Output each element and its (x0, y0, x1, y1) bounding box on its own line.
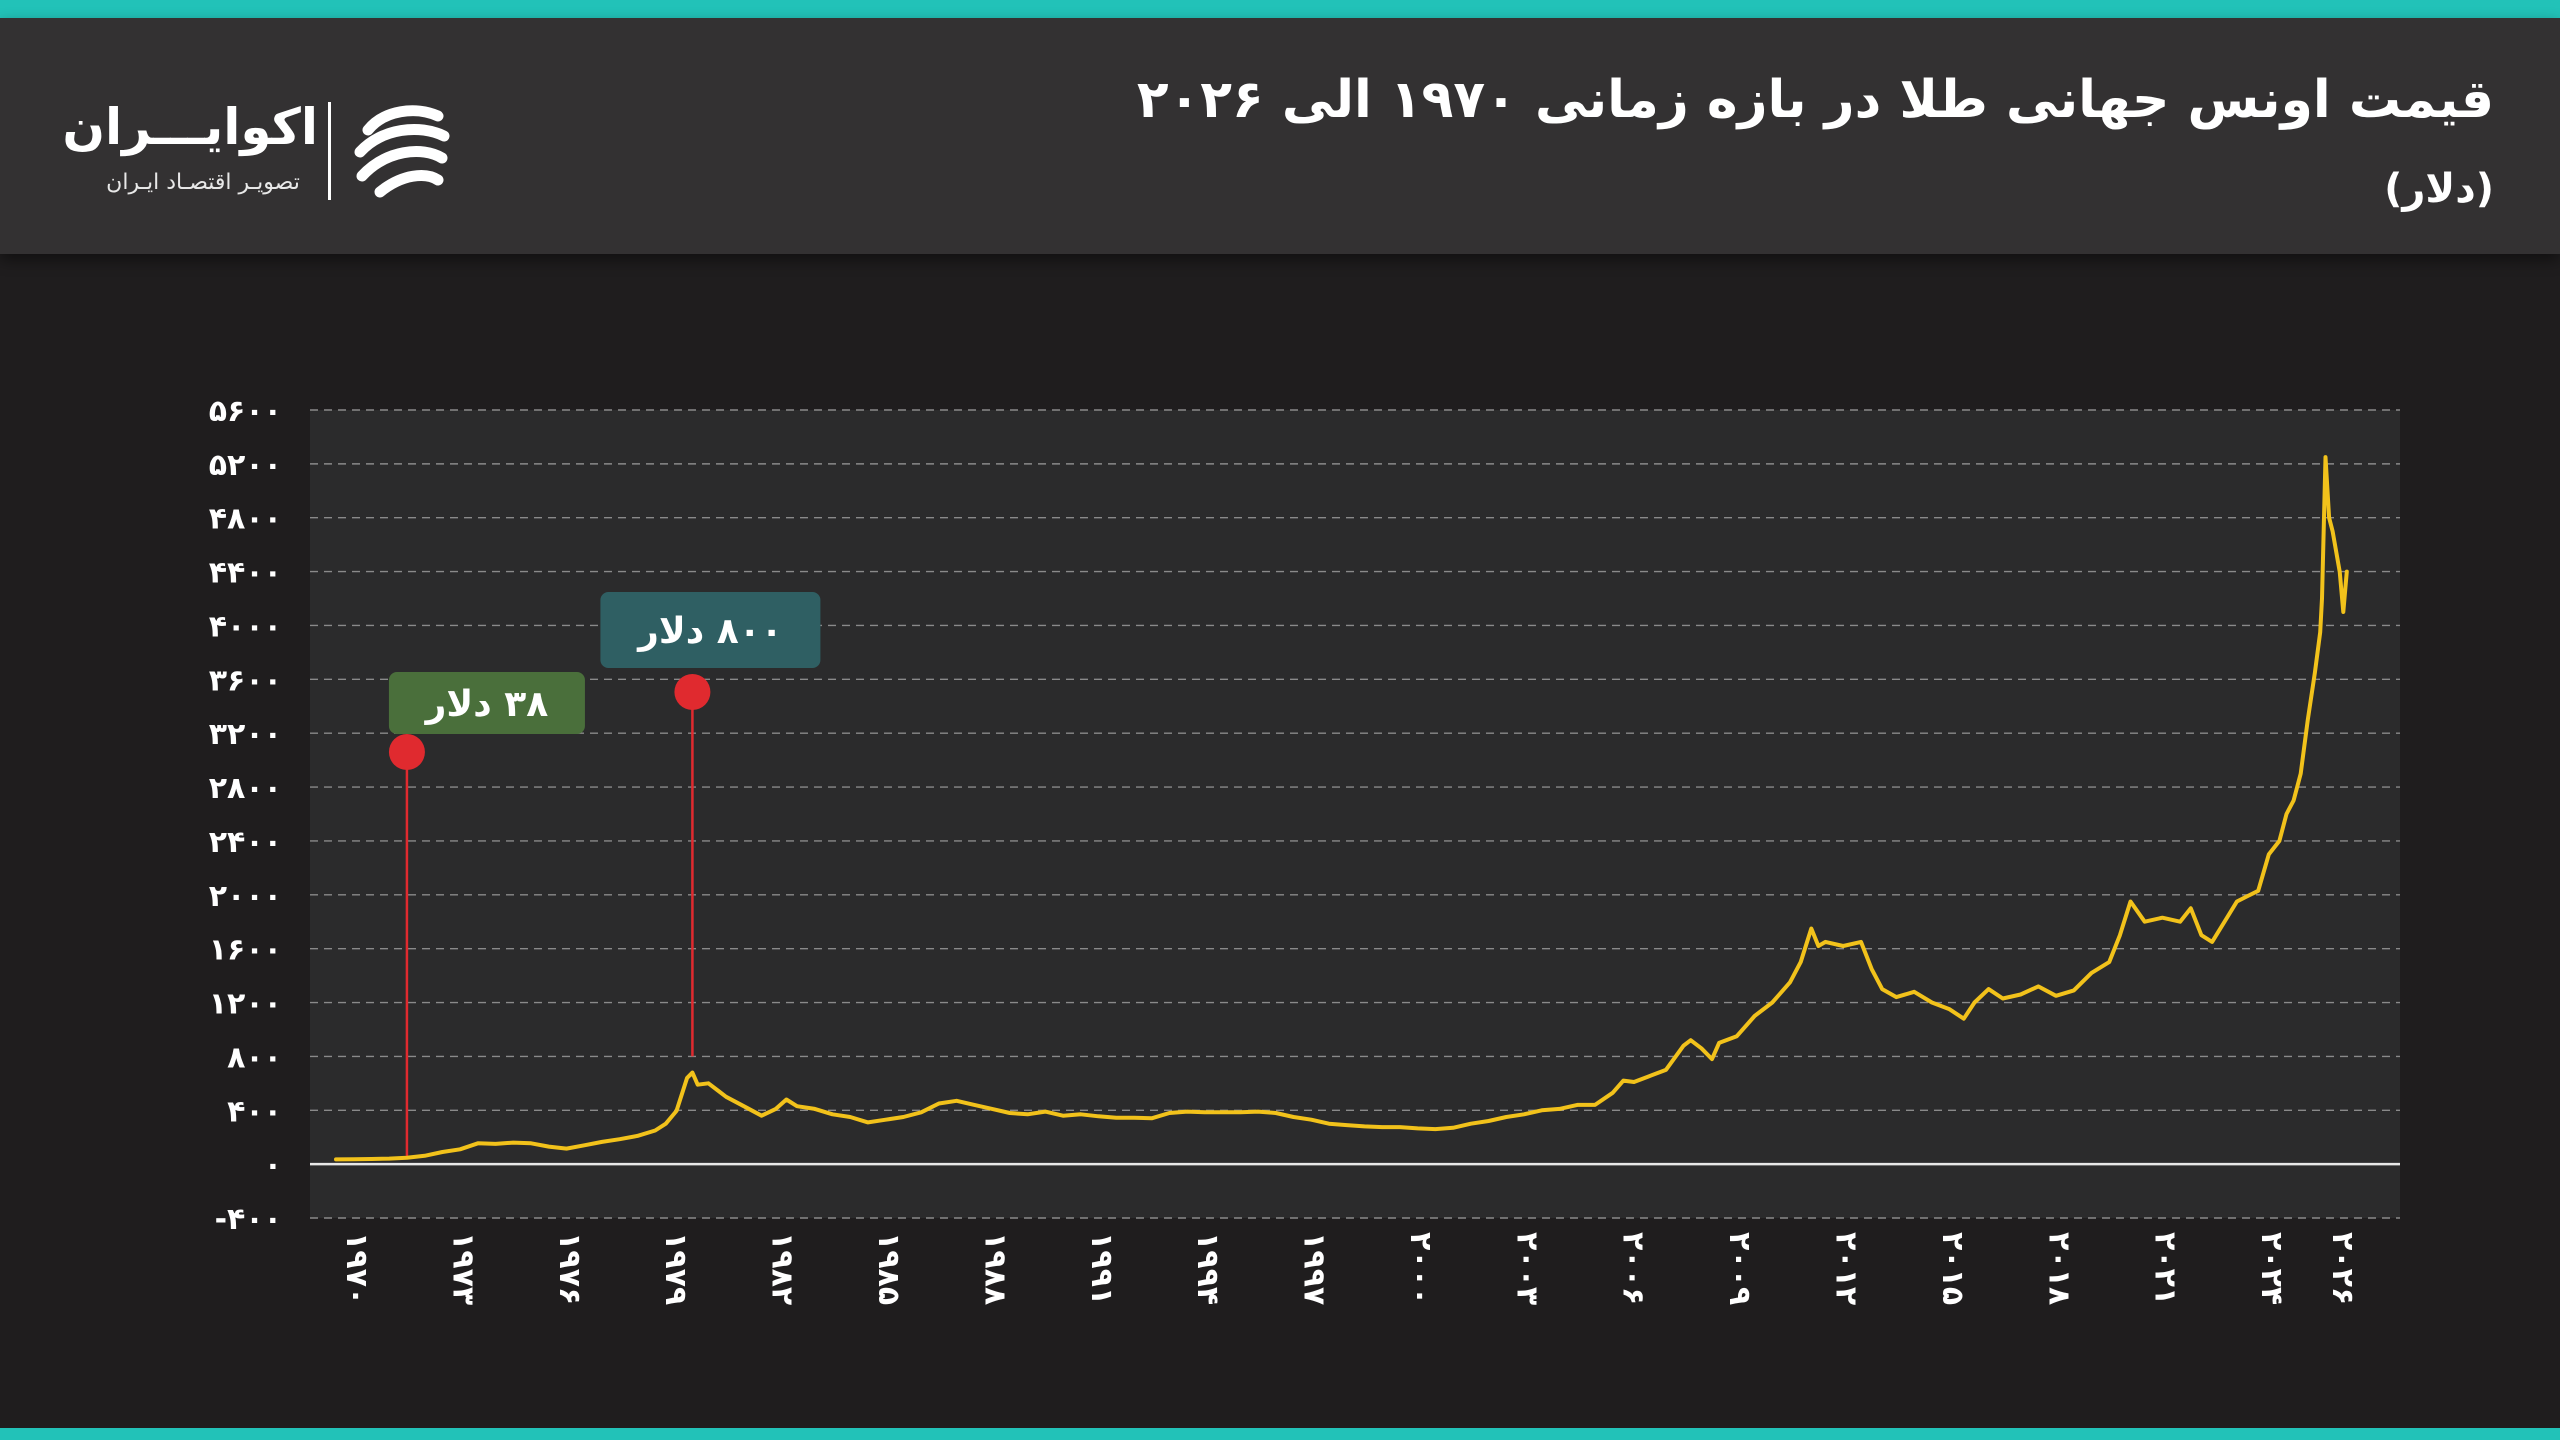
chart-title: قیمت اونس جهانی طلا در بازه زمانی ۱۹۷۰ ا… (1136, 70, 2494, 130)
annotation-marker (388, 734, 425, 770)
y-tick-label: ۰ (264, 1148, 282, 1183)
chart-subtitle: (دلار) (2384, 166, 2494, 212)
logo-name: اکوایـــران (62, 98, 318, 156)
x-tick-label: ۱۹۷۰ (339, 1232, 374, 1305)
x-tick-label: ۱۹۸۵ (871, 1232, 906, 1305)
gridlines (310, 409, 2400, 1219)
x-tick-label: ۲۰۰۳ (1509, 1232, 1544, 1305)
y-tick-label: ۲۴۰۰ (209, 825, 282, 860)
y-tick-label: ۳۲۰۰ (209, 717, 282, 752)
x-tick-label: ۱۹۷۳ (445, 1232, 480, 1305)
x-tick-label: ۲۰۱۸ (2041, 1232, 2076, 1305)
y-tick-label: ۴۸۰۰ (209, 502, 282, 537)
annotation-label: ۳۸ دلار (424, 684, 549, 725)
y-tick-label: ۴۰۰ (227, 1094, 282, 1129)
annotation-marker (674, 674, 711, 710)
x-tick-label: ۲۰۱۲ (1829, 1232, 1864, 1305)
y-tick-label: ۲۰۰۰ (209, 879, 282, 914)
header: قیمت اونس جهانی طلا در بازه زمانی ۱۹۷۰ ا… (0, 18, 2560, 254)
annotations: ۳۸ دلار ۸۰۰ دلار (388, 592, 821, 1160)
y-tick-label: ۲۸۰۰ (209, 771, 282, 806)
x-tick-label: ۱۹۹۴ (1190, 1232, 1225, 1305)
x-tick-label: ۲۰۱۵ (1935, 1232, 1970, 1305)
x-tick-label: ۲۰۰۹ (1722, 1232, 1757, 1305)
x-tick-label: ۲۰۲۴ (2254, 1232, 2289, 1305)
logo-tagline: تصویـر اقتصـاد ایـران (106, 170, 300, 195)
y-tick-label: ۴۴۰۰ (209, 556, 282, 591)
x-tick-label: ۱۹۷۹ (658, 1232, 693, 1305)
logo-mark-icon (354, 105, 450, 198)
y-tick-label: ۵۲۰۰ (209, 448, 282, 483)
x-tick-label: ۱۹۹۷ (1297, 1232, 1332, 1305)
annotation-label-box (600, 592, 821, 668)
x-tick-label: ۲۰۲۶ (2325, 1232, 2360, 1305)
x-tick-label: ۱۹۹۱ (1084, 1232, 1119, 1305)
annotation-label: ۸۰۰ دلار (636, 611, 782, 652)
y-tick-label: ۳۶۰۰ (209, 663, 282, 698)
annotation-label-box (388, 672, 585, 734)
plot-area (310, 410, 2400, 1218)
x-tick-label: ۲۰۰۶ (1616, 1232, 1651, 1305)
logo: اکوایـــران تصویـر اقتصـاد ایـران (62, 88, 468, 208)
bottom-accent-bar (0, 1428, 2560, 1440)
x-tick-label: ۲۰۰۰ (1403, 1232, 1438, 1305)
top-accent-bar (0, 0, 2560, 18)
x-tick-label: ۱۹۷۶ (552, 1232, 587, 1305)
x-tick-label: ۱۹۸۸ (977, 1232, 1012, 1305)
series-layer (334, 455, 2349, 1162)
y-axis-ticks: ۵۶۰۰۵۲۰۰۴۸۰۰۴۴۰۰۴۰۰۰۳۶۰۰۳۲۰۰۲۸۰۰۲۴۰۰۲۰۰۰… (209, 394, 282, 1237)
x-axis-ticks: ۱۹۷۰ ۱۹۷۳ ۱۹۷۶ ۱۹۷۹ ۱۹۸۲ ۱۹۸۵ ۱۹۸۸ ۱۹۹۱ ۱۹۹۴ ۱۹۹۷… (339, 1232, 2360, 1305)
x-tick-label: ۱۹۸۲ (765, 1232, 800, 1305)
y-tick-label: ۸۰۰ (227, 1040, 282, 1075)
y-tick-label: ۱۲۰۰ (209, 987, 282, 1022)
y-tick-label: ۵۶۰۰ (209, 394, 282, 429)
y-tick-label: ۴۰۰۰ (209, 609, 282, 644)
gold-price-line (334, 455, 2349, 1162)
logo-separator (328, 102, 331, 200)
x-tick-label: ۲۰۲۱ (2148, 1232, 2183, 1305)
y-tick-label: ۱۶۰۰ (209, 933, 282, 968)
y-tick-label: -۴۰۰ (215, 1202, 282, 1237)
